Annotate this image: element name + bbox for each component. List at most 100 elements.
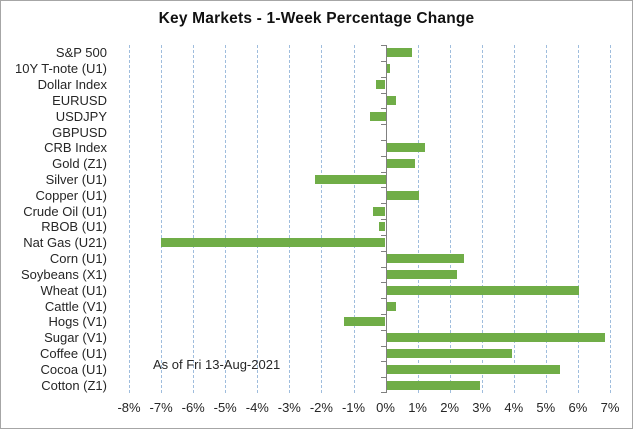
axis-tick: [380, 187, 386, 189]
x-axis-label: 3%: [472, 400, 492, 415]
axis-tick: [380, 219, 386, 220]
bar: [386, 48, 413, 58]
category-label: Sugar (V1): [44, 330, 107, 346]
gridline: [417, 45, 419, 393]
x-axis-label: -1%: [341, 400, 366, 415]
x-axis-label: 6%: [568, 400, 588, 415]
gridline: [610, 45, 611, 393]
bar: [386, 380, 480, 390]
bar: [386, 254, 464, 263]
category-label: Coffee (U1): [40, 346, 107, 361]
axis-tick: [380, 361, 386, 363]
category-label: Hogs (V1): [48, 314, 107, 330]
bar: [315, 175, 386, 184]
x-axis-label: 7%: [600, 400, 620, 415]
bar: [372, 206, 386, 216]
x-axis-label: -4%: [245, 400, 269, 415]
gridline: [289, 45, 291, 393]
category-label: GBPUSD: [52, 124, 107, 140]
x-axis-label: 0%: [376, 400, 395, 415]
category-label: Cocoa (U1): [40, 361, 107, 377]
category-label: USDJPY: [55, 108, 107, 124]
axis-tick: [380, 139, 386, 141]
axis-tick: [380, 282, 386, 284]
gridline: [161, 45, 163, 393]
axis-tick: [380, 266, 386, 268]
bar: [386, 159, 416, 169]
bar: [343, 317, 386, 327]
category-label: Corn (U1): [49, 251, 107, 266]
category-label: Wheat (U1): [40, 282, 107, 298]
bar: [386, 95, 397, 105]
category-label: EURUSD: [52, 92, 107, 108]
gridline: [449, 45, 451, 393]
bar: [386, 143, 425, 153]
axis-tick: [380, 250, 386, 252]
gridline: [225, 45, 227, 393]
category-label: Copper (U1): [35, 187, 107, 203]
axis-tick: [380, 155, 386, 157]
gridline: [577, 45, 579, 393]
bar: [386, 285, 579, 295]
x-axis-label: -6%: [181, 400, 205, 415]
category-label: Cotton (Z1): [41, 377, 107, 393]
axis-tick: [380, 76, 386, 78]
category-label: S&P 500: [55, 45, 107, 61]
axis-tick: [380, 313, 386, 315]
bar: [386, 349, 512, 358]
x-axis-label: -3%: [277, 400, 301, 415]
bar: [386, 190, 419, 200]
zero-axis-line: [385, 45, 387, 393]
axis-tick: [380, 377, 386, 379]
x-axis-label: 2%: [440, 400, 460, 415]
bar: [386, 364, 560, 374]
x-axis-label: 4%: [504, 400, 524, 415]
gridline: [513, 45, 515, 393]
x-axis-label: -5%: [213, 400, 237, 415]
plot-area: [113, 45, 626, 393]
gridline: [129, 45, 130, 393]
gridline: [257, 45, 259, 393]
axis-tick: [380, 45, 386, 46]
gridline: [545, 45, 547, 393]
category-label: Cattle (V1): [44, 298, 107, 314]
bar: [386, 64, 390, 74]
bar: [375, 80, 386, 89]
axis-tick: [380, 124, 386, 126]
x-axis-label: -2%: [309, 400, 333, 415]
category-label: Dollar Index: [37, 77, 107, 92]
bar: [369, 111, 386, 121]
chart-title: Key Markets - 1-Week Percentage Change: [158, 10, 475, 27]
axis-tick: [380, 203, 386, 205]
category-label: 10Y T-note (U1): [14, 61, 107, 77]
axis-tick: [380, 60, 386, 62]
axis-tick: [380, 108, 386, 110]
category-label: Gold (Z1): [52, 156, 107, 172]
annotation: As of Fri 13-Aug-2021: [153, 357, 281, 372]
axis-tick: [380, 234, 386, 236]
gridline: [193, 45, 195, 393]
bar: [386, 269, 457, 279]
axis-tick: [380, 392, 386, 393]
category-label: Crude Oil (U1): [23, 203, 107, 219]
category-label: RBOB (U1): [41, 219, 107, 235]
gridline: [353, 45, 355, 393]
x-axis-label: -8%: [117, 400, 141, 415]
x-axis-label: 1%: [408, 400, 427, 415]
gridline: [321, 45, 323, 393]
bar: [386, 333, 605, 343]
axis-tick: [380, 92, 386, 94]
bar: [386, 301, 397, 311]
category-label: CRB Index: [44, 140, 107, 156]
x-axis-label: -7%: [149, 400, 173, 415]
x-axis-label: 5%: [536, 400, 556, 415]
bar: [161, 238, 386, 248]
axis-tick: [380, 298, 386, 300]
category-label: Soybeans (X1): [21, 266, 107, 282]
axis-tick: [380, 345, 386, 347]
bar: [379, 222, 386, 232]
axis-tick: [380, 329, 386, 331]
category-label: Silver (U1): [45, 172, 107, 187]
axis-tick: [380, 171, 386, 173]
